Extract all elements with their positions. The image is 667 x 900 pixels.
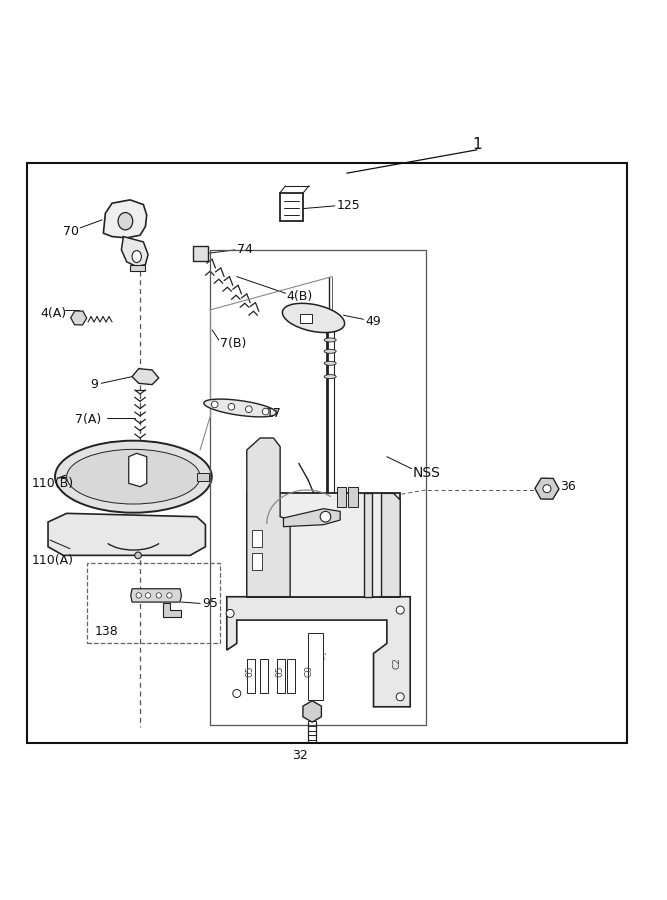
Ellipse shape <box>250 498 259 507</box>
Bar <box>27 163 627 743</box>
Bar <box>130 265 145 271</box>
Text: 74: 74 <box>237 243 253 256</box>
Text: 4(B): 4(B) <box>287 290 313 303</box>
Text: 110(A): 110(A) <box>32 554 74 567</box>
Ellipse shape <box>396 606 404 614</box>
Polygon shape <box>129 454 147 487</box>
Ellipse shape <box>55 441 212 513</box>
Bar <box>287 659 295 694</box>
Polygon shape <box>247 438 290 597</box>
Text: 110(B): 110(B) <box>32 477 74 490</box>
Text: 36: 36 <box>560 481 576 493</box>
Polygon shape <box>204 399 276 417</box>
Ellipse shape <box>324 349 336 354</box>
Polygon shape <box>163 603 181 616</box>
Ellipse shape <box>324 374 336 379</box>
Ellipse shape <box>167 593 172 598</box>
Polygon shape <box>132 369 159 384</box>
Ellipse shape <box>282 303 345 333</box>
Bar <box>308 634 323 700</box>
Ellipse shape <box>226 609 234 617</box>
Ellipse shape <box>135 552 141 559</box>
Bar <box>252 530 262 546</box>
Text: C2: C2 <box>392 657 402 669</box>
Ellipse shape <box>245 406 252 412</box>
Ellipse shape <box>250 584 259 593</box>
Ellipse shape <box>324 361 336 365</box>
Bar <box>337 487 346 507</box>
Bar <box>247 493 400 597</box>
Text: 32: 32 <box>292 749 308 762</box>
Polygon shape <box>382 493 400 597</box>
Bar <box>300 314 312 322</box>
Polygon shape <box>283 508 340 526</box>
Polygon shape <box>131 589 181 602</box>
Text: 4(A): 4(A) <box>40 307 66 320</box>
Polygon shape <box>121 237 148 266</box>
Bar <box>197 473 209 482</box>
Text: 05: 05 <box>245 666 254 678</box>
Ellipse shape <box>543 485 551 492</box>
Polygon shape <box>364 493 372 597</box>
Ellipse shape <box>233 689 241 698</box>
Ellipse shape <box>67 449 200 504</box>
Bar <box>247 659 255 694</box>
Text: 49: 49 <box>366 315 382 328</box>
Ellipse shape <box>388 584 397 593</box>
Polygon shape <box>48 513 205 555</box>
Ellipse shape <box>156 593 161 598</box>
Ellipse shape <box>136 593 141 598</box>
Polygon shape <box>227 597 410 706</box>
Text: 125: 125 <box>337 199 361 212</box>
Ellipse shape <box>320 511 331 522</box>
Text: 05: 05 <box>275 666 284 678</box>
Text: 138: 138 <box>95 625 119 638</box>
Ellipse shape <box>262 409 269 415</box>
Bar <box>193 246 208 261</box>
Bar <box>87 563 220 644</box>
Text: 1: 1 <box>472 137 482 152</box>
Ellipse shape <box>396 693 404 701</box>
Text: NSS: NSS <box>412 466 440 481</box>
Bar <box>277 659 285 694</box>
Ellipse shape <box>228 403 235 410</box>
Text: 7(B): 7(B) <box>220 337 247 350</box>
Bar <box>260 659 268 694</box>
Ellipse shape <box>145 593 151 598</box>
Ellipse shape <box>211 401 218 408</box>
Ellipse shape <box>132 250 141 263</box>
Text: 9: 9 <box>90 378 98 392</box>
Text: 70: 70 <box>63 225 79 238</box>
Text: 7(A): 7(A) <box>75 413 101 427</box>
Text: 17: 17 <box>265 407 281 419</box>
Text: C0: C0 <box>305 665 314 678</box>
Ellipse shape <box>388 498 397 507</box>
Bar <box>252 554 262 570</box>
Polygon shape <box>103 200 147 238</box>
Ellipse shape <box>324 338 336 342</box>
Text: 95: 95 <box>202 597 218 610</box>
Ellipse shape <box>118 212 133 230</box>
Bar <box>348 487 358 507</box>
